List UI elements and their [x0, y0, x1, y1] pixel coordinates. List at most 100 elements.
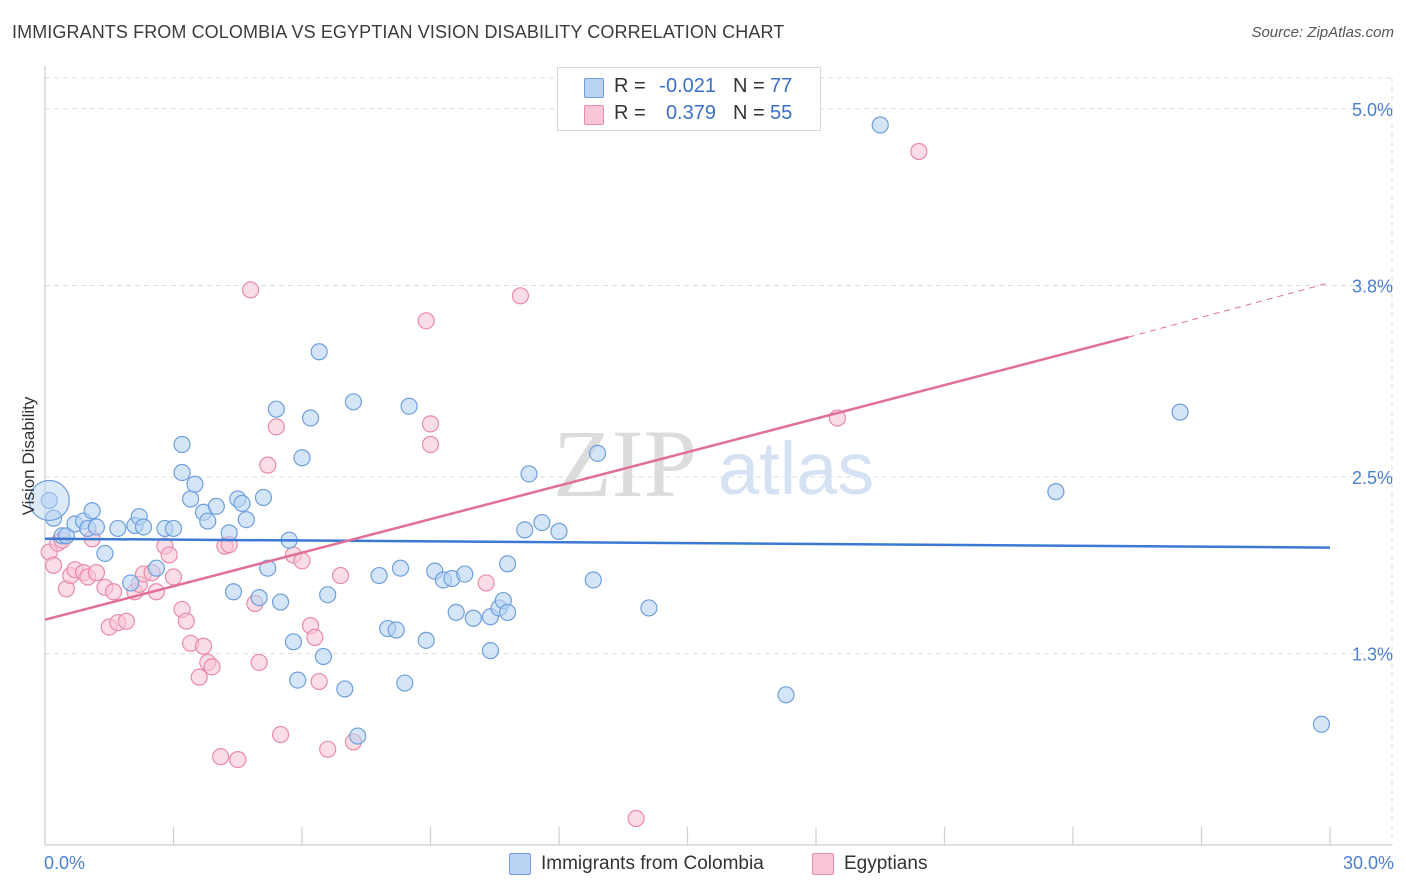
bottom-legend-swatch-colombia — [509, 853, 531, 875]
legend-swatch-egyptians — [584, 105, 604, 125]
egyptians-point — [160, 546, 178, 564]
colombia-point — [871, 116, 889, 134]
colombia-point — [481, 642, 500, 660]
bottom-legend-label-egyptians: Egyptians — [844, 853, 928, 874]
colombia-point — [289, 671, 307, 689]
colombia-point — [447, 603, 465, 621]
legend-row-colombia: R = -0.021 N = 77 — [558, 74, 820, 100]
colombia-point — [1047, 483, 1065, 501]
colombia-point — [640, 599, 658, 617]
colombia-point — [186, 475, 204, 493]
colombia-point — [267, 400, 285, 418]
legend-n-value: 77 — [770, 75, 793, 97]
trend-lines — [44, 282, 1331, 621]
legend-n-value: 55 — [770, 102, 793, 124]
colombia-point — [182, 490, 200, 508]
bottom-legend-colombia[interactable]: Immigrants from Colombia — [509, 852, 789, 878]
colombia-point — [109, 519, 127, 538]
legend-r-value: 0.379 — [665, 102, 716, 124]
axes — [44, 66, 1392, 846]
egyptians-point — [477, 574, 495, 592]
colombia-point — [122, 574, 140, 592]
colombia-point — [259, 559, 277, 577]
egyptians-point — [104, 583, 123, 601]
egyptians-point — [421, 415, 440, 433]
colombia-point — [314, 647, 333, 666]
colombia-point — [164, 519, 183, 538]
colombia-point — [370, 566, 388, 585]
colombia-point — [237, 511, 255, 529]
colombia-point — [584, 571, 602, 589]
source-label[interactable]: Source: ZipAtlas.com — [1251, 24, 1394, 41]
colombia-point — [456, 565, 474, 583]
colombia-point — [499, 555, 517, 573]
egyptians-point — [421, 435, 440, 454]
egyptians-point — [250, 653, 268, 672]
colombia-point — [319, 586, 337, 604]
colombia-point — [550, 522, 568, 540]
colombia-point — [83, 502, 101, 520]
bottom-legend-egyptians[interactable]: Egyptians — [812, 852, 942, 878]
grid-lines — [45, 77, 1393, 845]
legend-r-label: R = — [614, 75, 646, 97]
egyptians-point — [177, 612, 195, 630]
colombia-point — [310, 343, 328, 361]
egyptians-point — [117, 612, 135, 630]
colombia-point — [520, 465, 538, 483]
colombia-point — [1171, 403, 1189, 421]
bottom-legend-swatch-egyptians — [812, 853, 834, 875]
legend-n-label: N = — [733, 75, 765, 97]
egyptians-point — [331, 566, 350, 585]
colombia-trend-line — [44, 537, 1331, 549]
colombia-point — [233, 494, 251, 513]
x-tick-label-min: 0.0% — [44, 853, 85, 873]
colombia-point — [777, 686, 795, 704]
egyptians-point — [627, 809, 645, 828]
colombia-point — [533, 513, 551, 532]
colombia-point — [147, 559, 165, 577]
y-axis-label: Vision Disability — [19, 396, 38, 515]
stats-legend: R = -0.021 N = 77 R = 0.379 N = 55 — [557, 67, 821, 131]
colombia-point — [301, 409, 320, 427]
colombia-point — [199, 512, 217, 530]
colombia-point — [173, 463, 191, 482]
colombia-point — [417, 631, 435, 649]
egyptians-point — [310, 672, 328, 691]
egyptians-point — [194, 637, 213, 655]
egyptians-point — [190, 668, 208, 686]
colombia-point — [254, 488, 273, 507]
colombia-point — [293, 449, 311, 467]
y-tick-label: 2.5% — [1352, 468, 1393, 488]
egyptians-point — [44, 556, 63, 574]
egyptians-point — [212, 748, 230, 766]
egyptians-point — [259, 456, 277, 474]
watermark-atlas: atlas — [718, 427, 874, 510]
colombia-point — [349, 727, 367, 745]
y-tick-label: 3.8% — [1352, 276, 1393, 296]
colombia-point — [87, 518, 106, 536]
x-tick-label-max: 30.0% — [1343, 853, 1394, 873]
egyptians-point — [164, 568, 183, 586]
egyptians-point — [271, 725, 290, 744]
colombia-point — [220, 524, 238, 542]
egyptians-point — [242, 281, 260, 299]
egyptians-point — [319, 740, 337, 758]
egyptians-point — [417, 312, 435, 330]
legend-row-egyptians: R = 0.379 N = 55 — [558, 101, 820, 127]
colombia-points — [28, 116, 1331, 745]
colombia-point — [224, 583, 243, 601]
chart-title: IMMIGRANTS FROM COLOMBIA VS EGYPTIAN VIS… — [12, 22, 785, 42]
egyptians-point — [511, 287, 530, 305]
colombia-point — [336, 680, 354, 698]
colombia-point — [516, 521, 534, 539]
legend-swatch-colombia — [584, 78, 604, 98]
watermark-zip: ZIP — [553, 410, 697, 517]
colombia-point — [1312, 715, 1331, 733]
colombia-point — [96, 544, 114, 563]
egyptians-trend-extension — [1128, 282, 1331, 338]
colombia-point — [588, 444, 607, 462]
y-tick-labels: 1.3% 2.5% 3.8% 5.0% — [1352, 100, 1393, 665]
egyptians-point — [306, 628, 324, 646]
y-tick-label: 1.3% — [1352, 645, 1393, 665]
